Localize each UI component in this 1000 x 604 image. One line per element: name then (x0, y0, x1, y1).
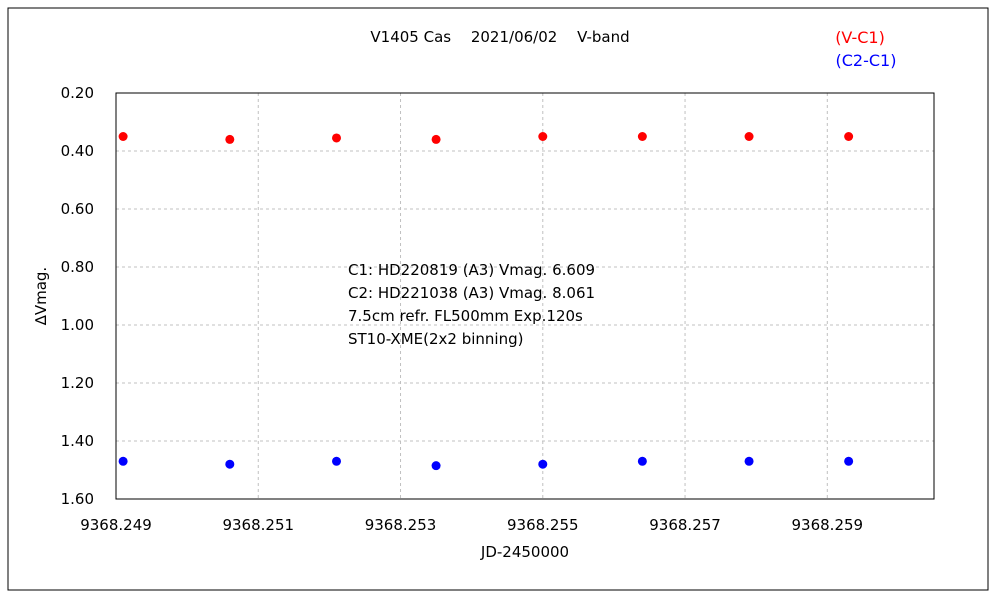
x-tick-label: 9368.253 (365, 516, 437, 534)
c2-c1-point (637, 456, 647, 466)
c2-c1-point (844, 456, 854, 466)
y-tick-label: 1.40 (61, 432, 94, 450)
v-c1-point (538, 132, 548, 141)
y-tick-label: 0.20 (61, 84, 94, 102)
v-c1-point (332, 133, 342, 143)
chart-border (7, 7, 989, 591)
axis-ticks: 9368.249 9368.251 9368.253 9368.255 9368.257… (61, 84, 863, 534)
plot-area (115, 92, 935, 500)
annotation-line: 7.5cm refr. FL500mm Exp.120s (348, 307, 583, 325)
y-tick-label: 0.40 (61, 142, 94, 160)
annotation-line: ST10-XME(2x2 binning) (348, 330, 523, 348)
data-points (118, 132, 854, 471)
c2-c1-point (744, 456, 754, 466)
x-axis-label: JD-2450000 (480, 543, 569, 561)
v-c1-point (431, 134, 441, 144)
v-c1-point (225, 134, 235, 144)
y-tick-label: 0.60 (61, 200, 94, 218)
c2-c1-point (118, 456, 128, 466)
v-c1-point (744, 132, 754, 141)
y-tick-label: 1.00 (61, 316, 94, 334)
v-c1-point (844, 132, 854, 141)
c2-c1-point (225, 459, 235, 469)
y-tick-label: 0.80 (61, 258, 94, 276)
grid (116, 93, 934, 499)
x-tick-label: 9368.257 (649, 516, 721, 534)
y-axis-label: ∆Vmag. (32, 267, 50, 326)
x-tick-label: 9368.259 (792, 516, 864, 534)
v-c1-point (637, 132, 647, 141)
legend-entry-v-c1: (V-C1) (835, 28, 885, 47)
c2-c1-point (431, 461, 441, 471)
chart-title: V1405 Cas 2021/06/02 V-band (370, 28, 629, 46)
x-tick-label: 9368.255 (507, 516, 579, 534)
y-tick-label: 1.20 (61, 374, 94, 392)
v-c1-point (118, 132, 128, 141)
c2-c1-point (332, 456, 342, 466)
annotation-line: C1: HD220819 (A3) Vmag. 6.609 (348, 261, 595, 279)
annotation-line: C2: HD221038 (A3) Vmag. 8.061 (348, 284, 595, 302)
x-tick-label: 9368.251 (222, 516, 294, 534)
y-tick-label: 1.60 (61, 490, 94, 508)
annotation-block: C1: HD220819 (A3) Vmag. 6.609 C2: HD22103… (348, 261, 595, 348)
legend-entry-c2-c1: (C2-C1) (836, 51, 897, 70)
x-tick-label: 9368.249 (80, 516, 152, 534)
c2-c1-point (538, 459, 548, 469)
